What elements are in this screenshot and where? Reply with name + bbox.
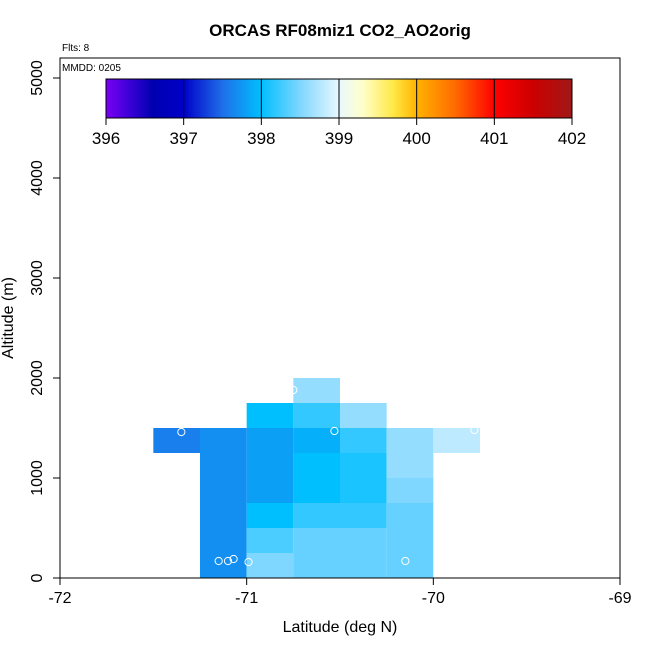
date-label: MMDD: 0205 xyxy=(62,63,121,74)
sample-point xyxy=(229,554,238,564)
heatmap-cell xyxy=(433,428,480,453)
heatmap-cell xyxy=(246,528,294,553)
colorbar-tick-label: 400 xyxy=(402,129,430,148)
flights-count-label: Flts: 8 xyxy=(62,43,90,54)
y-axis: 0 1000 2000 3000 4000 5000 xyxy=(29,60,61,582)
heatmap-cell xyxy=(293,553,340,578)
heatmap-cell xyxy=(340,428,387,453)
heatmap-cell xyxy=(386,478,434,503)
y-tick-label: 4000 xyxy=(29,160,46,196)
colorbar-tick-label: 399 xyxy=(325,129,353,148)
heatmap-cell xyxy=(386,428,434,453)
heatmap-cell xyxy=(200,553,247,578)
colorbar-ticks: 396 397 398 399 400 401 402 xyxy=(92,79,586,148)
sample-point xyxy=(214,556,223,566)
sample-point xyxy=(470,425,479,435)
x-tick-label: -69 xyxy=(608,590,631,607)
sample-point xyxy=(177,427,186,437)
heatmap-cell xyxy=(153,428,200,453)
sample-point xyxy=(401,556,410,566)
heatmap-cell xyxy=(386,453,434,478)
heatmap-cell xyxy=(200,503,247,528)
heatmap-cell xyxy=(200,453,247,478)
heatmap-cell xyxy=(340,503,387,528)
heatmap-cell xyxy=(293,378,340,403)
x-tick-label: -71 xyxy=(235,590,258,607)
chart-title: ORCAS RF08miz1 CO2_AO2orig xyxy=(209,21,471,40)
x-axis-label: Latitude (deg N) xyxy=(283,619,398,636)
heatmap-cell xyxy=(246,478,294,503)
x-tick-label: -72 xyxy=(48,590,71,607)
y-tick-label: 5000 xyxy=(29,60,46,96)
heatmap-cell xyxy=(386,503,434,528)
heatmap-cell xyxy=(386,528,434,553)
y-axis-label: Altitude (m) xyxy=(0,277,17,359)
heatmap-cell xyxy=(246,428,294,453)
heatmap-cells xyxy=(153,378,480,578)
heatmap-cell xyxy=(340,528,387,553)
heatmap-cell xyxy=(200,478,247,503)
x-tick-label: -70 xyxy=(422,590,445,607)
heatmap-cell xyxy=(293,503,340,528)
heatmap-cell xyxy=(246,553,294,578)
heatmap-cell xyxy=(246,503,294,528)
heatmap-cell xyxy=(293,478,340,503)
y-tick-label: 2000 xyxy=(29,360,46,396)
heatmap-cell xyxy=(340,553,387,578)
heatmap-cell xyxy=(246,403,294,428)
flight-sample-points xyxy=(177,385,479,567)
colorbar-tick-label: 396 xyxy=(92,129,120,148)
sample-point xyxy=(330,426,339,436)
colorbar-tick-label: 401 xyxy=(480,129,508,148)
y-tick-label: 1000 xyxy=(29,460,46,496)
y-tick-label: 0 xyxy=(29,573,46,582)
heatmap-cell xyxy=(340,453,387,478)
heatmap-cell xyxy=(340,478,387,503)
x-axis: -72 -71 -70 -69 xyxy=(48,577,632,607)
heatmap-cell xyxy=(293,528,340,553)
colorbar: 396 397 398 399 400 401 402 xyxy=(92,78,586,148)
sample-point xyxy=(244,557,253,567)
colorbar-tick-label: 398 xyxy=(247,129,275,148)
heatmap-cell xyxy=(200,528,247,553)
y-tick-label: 3000 xyxy=(29,260,46,296)
heatmap-cell xyxy=(246,453,294,478)
sample-point xyxy=(289,385,298,395)
heatmap-cell xyxy=(340,403,387,428)
heatmap-cell xyxy=(293,428,340,453)
colorbar-tick-label: 402 xyxy=(558,129,586,148)
heatmap-cell xyxy=(386,553,434,578)
heatmap-cell xyxy=(293,403,340,428)
sample-point xyxy=(223,556,233,566)
colorbar-tick-label: 397 xyxy=(169,129,197,148)
heatmap-cell xyxy=(200,428,247,453)
heatmap-cell xyxy=(293,453,340,478)
